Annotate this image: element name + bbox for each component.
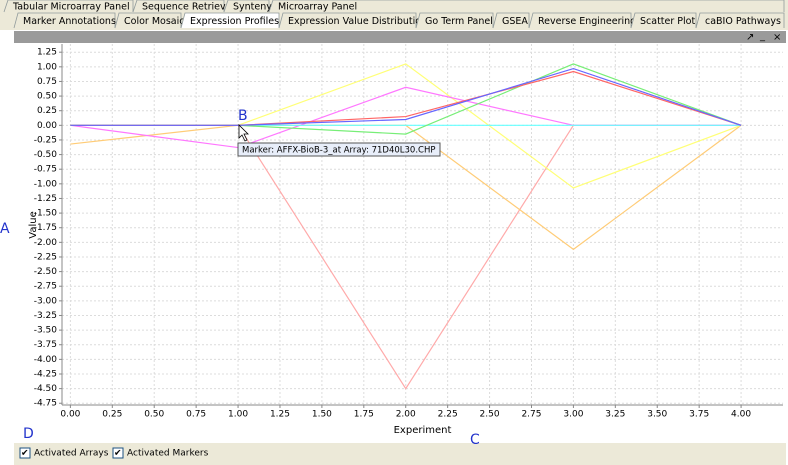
tab[interactable] <box>415 12 494 29</box>
y-tick-label: 0.50 <box>37 92 57 102</box>
x-tick-label: 1.50 <box>312 410 332 420</box>
x-tick-label: 3.75 <box>689 410 709 420</box>
tab[interactable] <box>132 0 225 13</box>
tab[interactable] <box>695 12 785 29</box>
tab[interactable] <box>114 12 182 29</box>
y-tick-label: -3.00 <box>34 296 58 306</box>
checkbox[interactable] <box>19 447 31 459</box>
cursor <box>238 124 249 142</box>
tab[interactable] <box>278 12 417 29</box>
check-mark: ✔ <box>21 449 29 459</box>
tab-label[interactable]: caBIO Pathways <box>705 16 781 27</box>
y-tick-label: -3.75 <box>34 340 57 350</box>
y-tick-label: -4.00 <box>34 355 58 365</box>
tab-label[interactable]: Go Term Panel <box>425 16 493 27</box>
series-line <box>70 67 742 126</box>
x-tick-label: 1.25 <box>270 410 290 420</box>
y-tick-label: -2.50 <box>34 267 58 277</box>
x-tick-label: 2.75 <box>521 410 541 420</box>
tab-label[interactable]: GSEA <box>502 16 528 27</box>
tab[interactable] <box>180 12 280 29</box>
y-tick-label: -3.25 <box>34 311 57 321</box>
tab-label[interactable]: Synteny <box>233 2 272 13</box>
tab-label[interactable]: Sequence Retriever <box>142 2 235 13</box>
x-tick-label: 2.50 <box>480 410 500 420</box>
y-tick-label: -0.75 <box>34 165 57 175</box>
tab[interactable] <box>528 12 632 29</box>
y-tick-label: -2.75 <box>34 282 57 292</box>
y-tick-label: -3.50 <box>34 326 58 336</box>
x-tick-label: 3.50 <box>647 410 667 420</box>
y-tick-label: -0.50 <box>34 150 58 160</box>
check-mark: ✔ <box>114 449 122 459</box>
checkbox-label[interactable]: Activated Markers <box>127 449 209 459</box>
x-tick-label: 0.50 <box>144 410 164 420</box>
tooltip-box <box>237 142 441 157</box>
tab[interactable] <box>13 12 116 29</box>
tab[interactable] <box>3 0 134 13</box>
x-tick-label: 3.25 <box>605 410 625 420</box>
tab-label[interactable]: Expression Profiles <box>190 16 279 27</box>
y-axis-title: Value <box>28 211 39 238</box>
x-tick-label: 1.75 <box>354 410 374 420</box>
y-tick-label: 0.75 <box>37 77 57 87</box>
y-tick-label: -1.50 <box>34 209 58 219</box>
y-tick-label: 1.00 <box>37 62 57 72</box>
tab-label[interactable]: Tabular Microarray Panel <box>12 2 130 13</box>
x-tick-label: 0.25 <box>102 410 122 420</box>
x-tick-label: 0.75 <box>186 410 206 420</box>
plot-area <box>62 44 783 405</box>
y-tick-label: 1.25 <box>37 48 57 58</box>
tab[interactable] <box>223 0 270 13</box>
bottom-panel <box>14 443 786 465</box>
tab-label[interactable]: Scatter Plot <box>640 16 695 27</box>
x-tick-label: 1.00 <box>228 410 248 420</box>
x-tick-label: 0.00 <box>60 410 80 420</box>
annotation: A <box>0 221 10 237</box>
x-tick-label: 4.00 <box>731 410 751 420</box>
x-axis-title: Experiment <box>394 425 452 436</box>
tooltip-text: Marker: AFFX-BioB-3_at Array: 71D40L30.C… <box>242 146 435 156</box>
y-tick-label: -2.25 <box>34 252 57 262</box>
checkbox-label[interactable]: Activated Arrays <box>34 449 109 459</box>
y-tick-label: 0.25 <box>37 106 57 116</box>
x-tick-label: 2.25 <box>438 410 458 420</box>
tooltip: Marker: AFFX-BioB-3_at Array: 71D40L30.C… <box>237 142 441 157</box>
y-tick-label: -4.75 <box>34 399 57 409</box>
annotation: B <box>238 108 248 124</box>
tab-label[interactable]: Expression Value Distribution <box>288 16 427 27</box>
tab[interactable] <box>630 12 697 29</box>
icon-minimize[interactable]: _ <box>759 31 766 42</box>
tab[interactable] <box>492 12 530 29</box>
icon-close[interactable]: × <box>773 32 781 43</box>
y-tick-label: -4.50 <box>34 384 58 394</box>
annotation: C <box>470 432 480 448</box>
y-tick-label: -1.00 <box>34 179 58 189</box>
tab-label[interactable]: Marker Annotations <box>23 16 116 27</box>
y-tick-label: -1.75 <box>34 223 57 233</box>
y-tick-label: -0.25 <box>34 135 57 145</box>
x-tick-label: 3.00 <box>563 410 583 420</box>
y-tick-label: 0.00 <box>37 121 57 131</box>
tab-label[interactable]: Reverse Engineering <box>538 16 636 27</box>
tab-label[interactable]: Color Mosaic <box>124 16 184 27</box>
checkbox[interactable] <box>112 447 124 459</box>
icon-undock[interactable]: ↗ <box>746 32 754 43</box>
y-tick-label: -4.25 <box>34 369 57 379</box>
y-tick-label: -2.00 <box>34 238 58 248</box>
tab-label[interactable]: Microarray Panel <box>278 2 357 13</box>
y-tick-label: -1.25 <box>34 194 57 204</box>
x-tick-label: 2.00 <box>396 410 416 420</box>
annotation: D <box>23 426 34 442</box>
panel-titlebar <box>14 31 786 43</box>
chart: 1.25 1.00 0.75 0.50 0.25 0.00 -0.25 -0.50 -0.75 -… <box>28 44 783 436</box>
tab[interactable] <box>268 0 785 13</box>
